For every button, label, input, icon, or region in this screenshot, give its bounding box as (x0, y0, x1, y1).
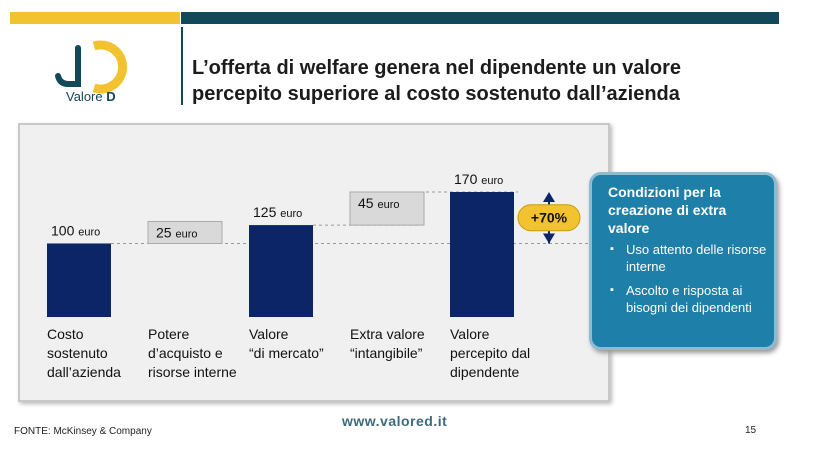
category-label: “intangibile” (350, 345, 423, 361)
category-label: Costo (47, 326, 84, 342)
page-title-line-2: percepito superiore al costo sostenuto d… (192, 83, 680, 105)
header-bar (181, 12, 779, 24)
growth-badge (517, 204, 581, 232)
bar-value-label: 45 euro (358, 195, 400, 211)
category-label: risorse interne (148, 364, 237, 380)
logo-text: Valore D (66, 89, 116, 104)
total-bar (47, 243, 111, 317)
callout-item: ▪ Uso attento delle risorse interne (608, 241, 770, 275)
category-label: Valore (450, 326, 490, 342)
callout-box: Condizioni per la creazione di extra val… (589, 172, 777, 350)
valore-d-logo (50, 40, 140, 110)
bar-value-label: 25 euro (156, 224, 198, 240)
arrow-down-icon (543, 233, 555, 244)
header-accent-bar (10, 12, 180, 24)
increment-bar (147, 220, 223, 244)
source-note: FONTE: McKinsey & Company (14, 426, 152, 437)
callout-item-text: Uso attento delle risorse interne (626, 242, 767, 274)
bar-value-label: 170 euro (454, 171, 503, 187)
category-label: d’acquisto e (148, 345, 223, 361)
category-label: dall’azienda (47, 364, 121, 380)
increment-bar (349, 191, 425, 226)
page-title: L’offerta di welfare genera nel dipenden… (192, 55, 681, 107)
category-label: Valore (249, 326, 289, 342)
callout-list: ▪ Uso attento delle risorse interne ▪ Asco… (608, 241, 770, 323)
bullet-icon: ▪ (610, 243, 614, 255)
chart-panel: 100 euro Costo sostenuto dall’azienda 25 eur… (18, 123, 610, 402)
category-label: percepito dal (450, 345, 530, 361)
growth-badge-label: +70% (531, 210, 568, 226)
logo-text-prefix: Valore (66, 89, 103, 104)
total-bar (450, 192, 514, 317)
bar-value-label: 100 euro (51, 222, 100, 238)
callout-item-text: Ascolto e risposta ai bisogni dei dipend… (626, 283, 752, 315)
category-label: Extra valore (350, 326, 425, 342)
callout-item: ▪ Ascolto e risposta ai bisogni dei dipen… (608, 282, 770, 316)
website-link[interactable]: www.valored.it (342, 413, 448, 429)
waterfall-chart: 100 euro Costo sostenuto dall’azienda 25 eur… (47, 171, 608, 380)
category-label: dipendente (450, 364, 520, 380)
arrow-up-icon (543, 192, 555, 202)
page-number: 15 (745, 425, 757, 436)
valore-d-logo-icon (55, 40, 128, 94)
bullet-icon: ▪ (610, 284, 614, 296)
total-bar (249, 225, 313, 317)
category-label: Potere (148, 326, 189, 342)
bar-value-label: 125 euro (253, 204, 302, 220)
page-title-line-1: L’offerta di welfare genera nel dipenden… (192, 57, 682, 79)
logo-text-suffix: D (106, 89, 116, 104)
category-label: “di mercato” (249, 345, 324, 361)
callout-title: Condizioni per la creazione di extra val… (608, 184, 727, 236)
category-label: sostenuto (47, 345, 108, 361)
header-divider (181, 27, 183, 105)
